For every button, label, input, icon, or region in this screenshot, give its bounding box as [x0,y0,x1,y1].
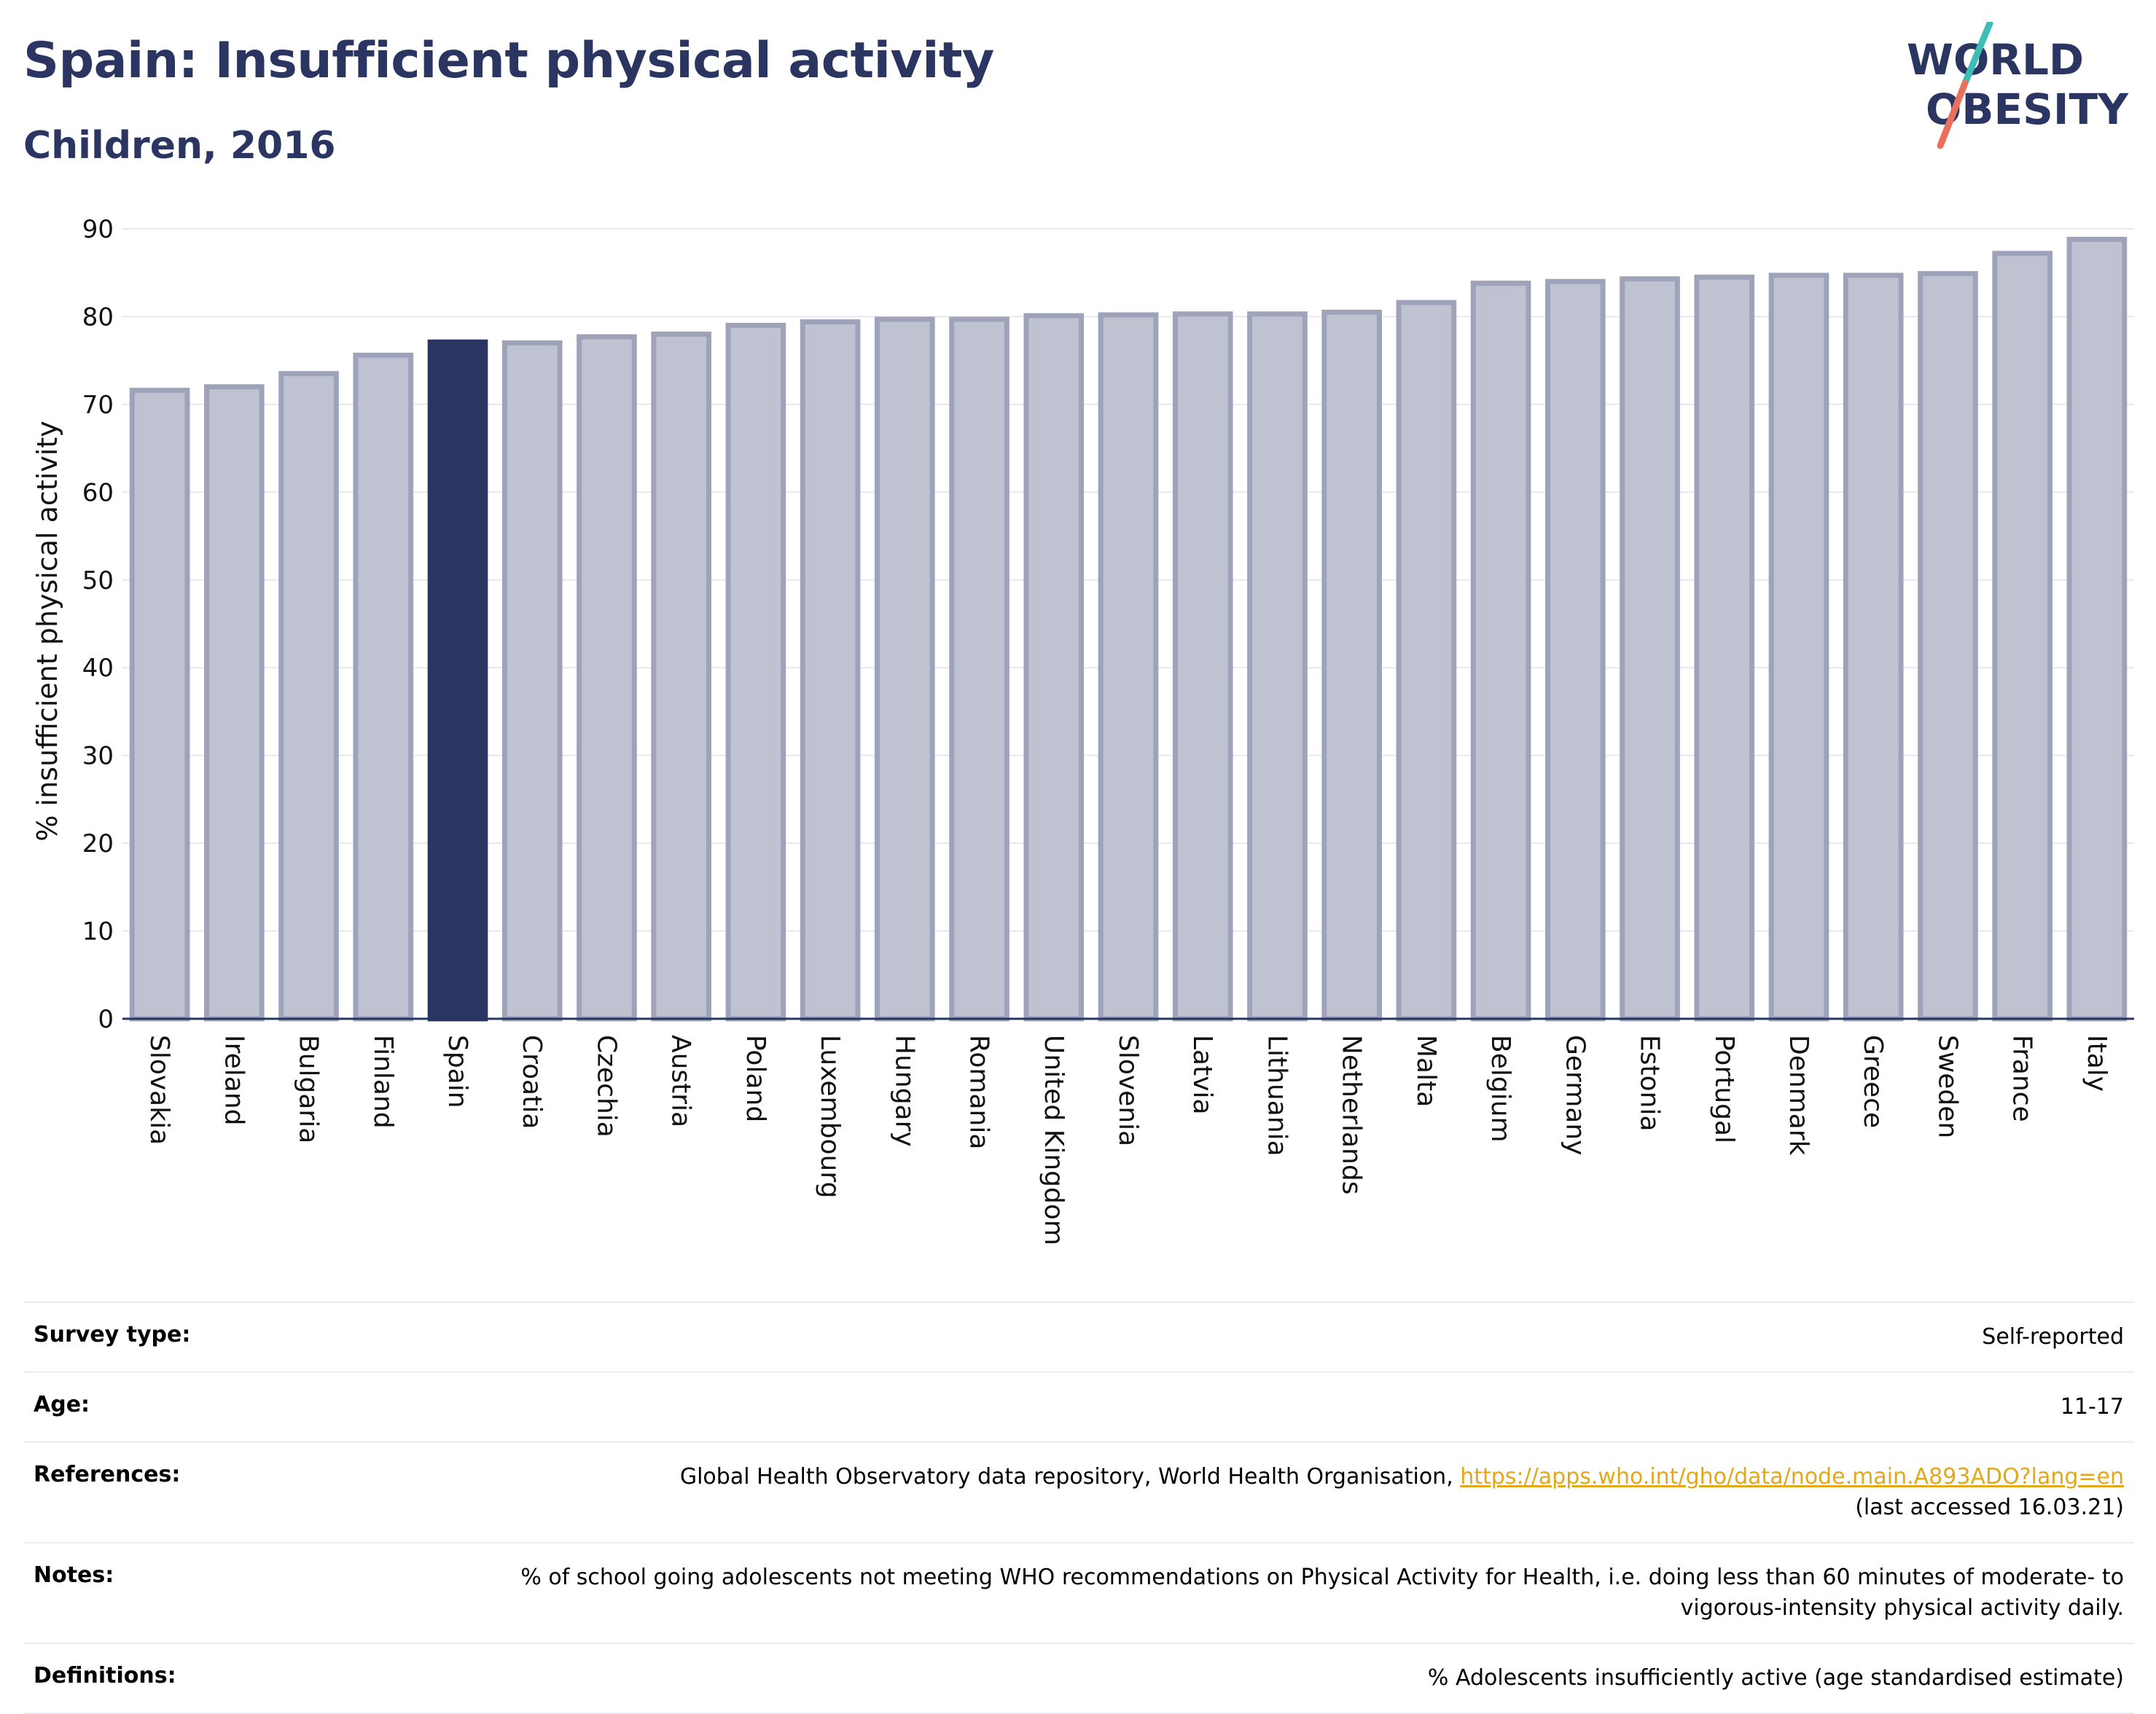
x-tick-label: Ireland [219,1035,249,1126]
bar-slovakia [129,388,190,1022]
chart-subtitle: Children, 2016 [23,124,336,168]
bar-portugal [1694,274,1755,1022]
detail-row-references: References: Global Health Observatory da… [23,1441,2134,1542]
reference-accessed: (last accessed 16.03.21) [1855,1495,2124,1520]
bar-sweden [1918,270,1978,1022]
bar-malta [1396,300,1457,1022]
x-tick-label: Hungary [889,1035,919,1147]
reference-link[interactable]: https://apps.who.int/gho/data/node.main.… [1460,1464,2124,1490]
x-tick-label: Czechia [591,1035,621,1138]
y-tick-label: 80 [82,302,114,332]
x-tick-label: Denmark [1784,1035,1813,1156]
bar-italy [2066,236,2128,1022]
y-tick-label: 40 [82,654,114,683]
x-tick-label: Malta [1411,1035,1441,1107]
detail-value: % of school going adolescents not meetin… [520,1565,2124,1621]
y-tick-label: 30 [82,742,114,771]
bar-croatia [501,340,563,1022]
detail-row-definitions: Definitions: % Adolescents insufficientl… [23,1643,2134,1714]
detail-value: % Adolescents insufficiently active (age… [1427,1665,2124,1691]
x-tick-label: Italy [2082,1035,2112,1092]
x-tick-label: Germany [1560,1035,1590,1155]
bar-netherlands [1321,309,1382,1022]
y-tick-label: 90 [82,215,114,244]
bar-finland [353,352,414,1022]
details-table: Survey type: Self-reported Age: 11-17 Re… [23,1302,2134,1714]
bar-france [1992,251,2053,1022]
chart-title: Spain: Insufficient physical activity [23,32,994,90]
x-tick-label: France [2007,1035,2037,1122]
x-tick-label: Slovenia [1113,1035,1143,1146]
detail-row-age: Age: 11-17 [23,1371,2134,1441]
y-tick-label: 50 [82,566,114,595]
bar-spain [427,339,488,1022]
bar-poland [725,322,786,1022]
bar-germany [1545,278,1606,1022]
x-tick-label: United Kingdom [1039,1035,1069,1245]
detail-label: Definitions: [34,1663,176,1688]
detail-label: Age: [34,1392,90,1417]
detail-row-survey-type: Survey type: Self-reported [23,1302,2134,1371]
bar-estonia [1620,276,1680,1022]
bar-latvia [1172,311,1233,1022]
logo-slash-coral [1937,79,1969,149]
detail-row-notes: Notes: % of school going adolescents not… [23,1542,2134,1643]
x-tick-labels: Slovakia Ireland Bulgaria Finland Spain Croat… [144,1035,2112,1245]
y-axis-label: % insufficient physical activity [31,420,63,841]
x-tick-label: Bulgaria [294,1035,324,1143]
y-tick-labels: 0 10 20 30 40 50 60 70 80 90 [82,215,114,1034]
detail-value: Self-reported [1982,1324,2124,1350]
world-obesity-logo: WORLD OBESITY [1907,22,2129,149]
detail-label: Survey type: [34,1322,191,1347]
x-tick-label: Spain [442,1035,472,1108]
y-tick-label: 60 [82,478,114,507]
x-tick-label: Netherlands [1337,1035,1367,1194]
bar-slovenia [1098,312,1159,1022]
bar-romania [949,316,1009,1022]
bar-austria [651,332,711,1022]
x-tick-label: Finland [368,1035,398,1129]
logo-line-1: WORLD [1907,35,2084,85]
y-tick-label: 20 [82,829,114,858]
x-tick-label: Latvia [1187,1035,1217,1115]
x-tick-label: Lithuania [1262,1035,1292,1157]
bar-united-kingdom [1023,313,1085,1022]
detail-label: References: [34,1462,181,1487]
bar-luxembourg [800,319,861,1022]
x-tick-label: Greece [1858,1035,1888,1128]
y-tick-label: 70 [82,391,114,420]
bar-chart: 0 10 20 30 40 50 60 70 80 90 Slovakia Ireland Bulga… [31,215,2134,1245]
x-tick-label: Croatia [517,1035,547,1129]
bar-denmark [1768,273,1829,1022]
detail-value: 11-17 [2060,1394,2124,1420]
x-tick-label: Luxembourg [815,1035,845,1198]
x-tick-label: Portugal [1709,1035,1739,1143]
bar-hungary [875,316,935,1022]
bar-belgium [1470,281,1531,1022]
logo-slash-teal [1961,22,1993,87]
bar-czechia [577,334,637,1022]
y-tick-label: 10 [82,917,114,947]
bar-greece [1843,273,1904,1022]
x-tick-label: Slovakia [144,1035,174,1145]
x-tick-label: Austria [666,1035,696,1127]
detail-label: Notes: [34,1562,114,1588]
x-tick-label: Romania [964,1035,994,1149]
reference-text: Global Health Observatory data repositor… [679,1464,1461,1490]
bars [129,236,2128,1022]
bar-lithuania [1247,311,1308,1022]
x-tick-label: Sweden [1932,1035,1962,1138]
x-tick-label: Estonia [1635,1035,1665,1132]
y-tick-label: 0 [98,1005,114,1034]
x-tick-label: Belgium [1485,1035,1515,1143]
bar-ireland [204,384,265,1022]
x-tick-label: Poland [741,1035,770,1122]
detail-value-references: Global Health Observatory data repositor… [680,1462,2124,1523]
bar-bulgaria [278,371,339,1022]
